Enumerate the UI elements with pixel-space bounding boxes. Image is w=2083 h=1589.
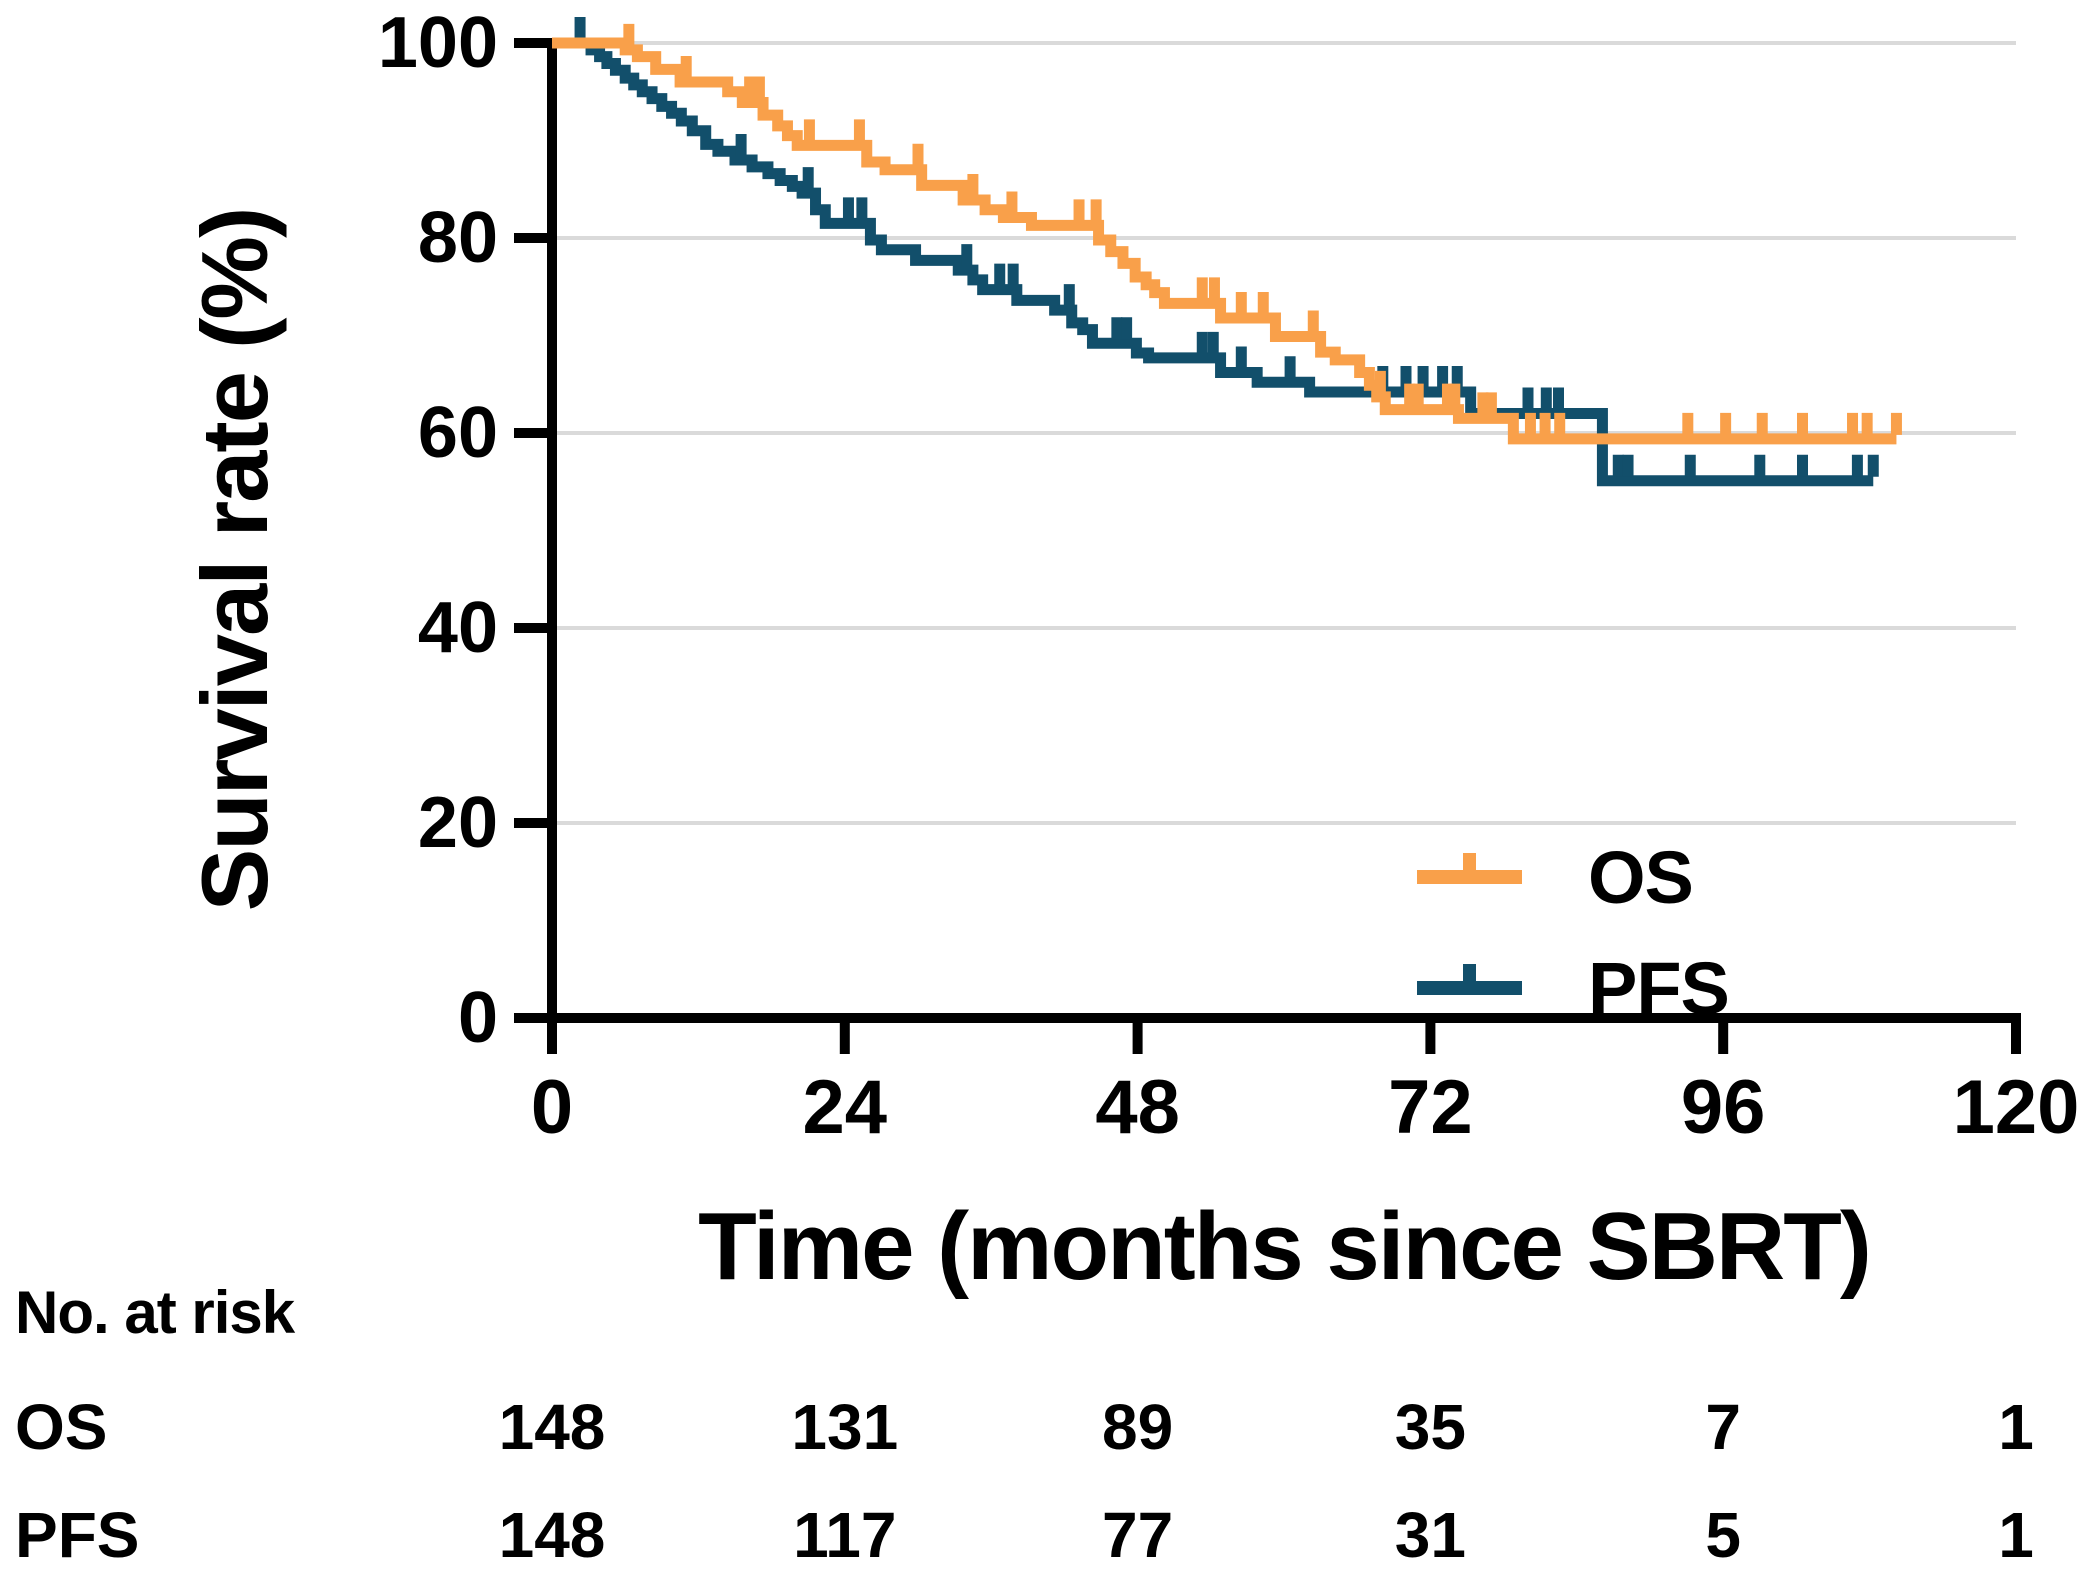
y-tick-label-100: 100 [377, 3, 498, 83]
legend-label-os: OS [1588, 835, 1694, 919]
y-tick-label-40: 40 [417, 588, 498, 668]
y-tick-label-0: 0 [457, 978, 498, 1058]
risk-pfs-t96: 5 [1705, 1499, 1741, 1571]
risk-pfs-t72: 31 [1394, 1499, 1466, 1571]
risk-os-t96: 7 [1705, 1391, 1741, 1463]
risk-pfs-t120: 1 [1998, 1499, 2034, 1571]
risk-os-t0: 148 [498, 1391, 606, 1463]
x-tick-label-24: 24 [802, 1065, 888, 1150]
os-step-line [552, 37, 1897, 445]
risk-pfs-t0: 148 [498, 1499, 606, 1571]
risk-table-title: No. at risk [15, 1279, 295, 1346]
risk-pfs-t48: 77 [1102, 1499, 1174, 1571]
legend-label-pfs: PFS [1588, 946, 1730, 1030]
os-line-swatch [1417, 853, 1522, 884]
y-tick-label-20: 20 [417, 783, 498, 863]
legend-item-os: OS [1417, 836, 1694, 919]
risk-os-t120: 1 [1998, 1391, 2034, 1463]
y-tick-label-80: 80 [417, 198, 498, 278]
x-tick-label-0: 0 [530, 1065, 574, 1150]
risk-os-t72: 35 [1394, 1391, 1466, 1463]
pfs-curve [552, 17, 1879, 487]
x-tick-label-48: 48 [1095, 1065, 1180, 1150]
pfs-step-line [552, 37, 1874, 487]
x-tick-label-72: 72 [1388, 1065, 1473, 1150]
gridlines [552, 41, 2016, 825]
risk-os-t48: 89 [1102, 1391, 1174, 1463]
axes [514, 38, 2021, 1054]
pfs-line-swatch [1417, 964, 1522, 995]
risk-os-t24: 131 [791, 1391, 899, 1463]
x-axis-title: Time (months since SBRT) [698, 1193, 1872, 1300]
x-tick-label-120: 120 [1952, 1065, 2080, 1150]
y-tick-label-60: 60 [417, 393, 498, 473]
risk-pfs-t24: 117 [793, 1499, 897, 1571]
os-curve [552, 23, 1902, 445]
risk-row-label-pfs: PFS [15, 1499, 140, 1571]
x-tick-label-96: 96 [1680, 1065, 1766, 1150]
legend-item-pfs: PFS [1417, 947, 1730, 1030]
risk-row-label-os: OS [15, 1391, 108, 1463]
